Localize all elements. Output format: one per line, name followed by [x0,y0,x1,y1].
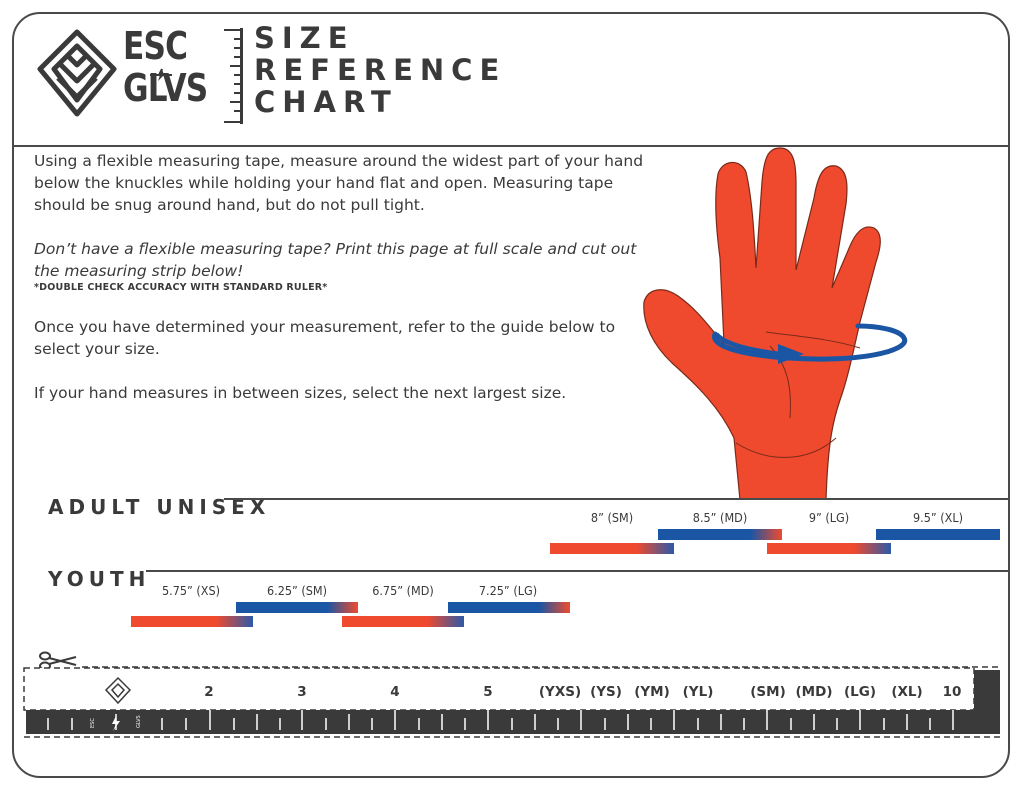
ruler-mark-3: 3 [297,684,307,700]
esc-glvs-logo-icon [37,29,117,117]
hand-illustration [643,147,908,500]
youth-size-xs-bar [131,616,253,627]
ruler-mark-lg: (LG) [843,684,877,700]
brand-line-1: ESC [123,24,188,68]
youth-size-lg-label: 7.25” (LG) [478,583,538,598]
youth-size-lg-bar [448,602,570,613]
ruler-mark-md: (MD) [795,684,833,700]
title-line-3: CHART [254,85,398,119]
page-title: SIZE REFERENCE CHART [254,22,506,118]
adult-divider [224,498,1010,500]
ruler-mark-xl: (XL) [891,684,923,700]
ruler-mark-sm: (SM) [750,684,786,700]
header-divider [14,145,1008,147]
strip-brand-line-2: GLVS [136,715,142,728]
ruler-mark-ys: (YS) [590,684,622,700]
instruction-note: *DOUBLE CHECK ACCURACY WITH STANDARD RUL… [34,282,328,293]
youth-size-sm-bar [236,602,358,613]
title-line-2: REFERENCE [254,53,507,87]
youth-size-md-bar [342,616,464,627]
youth-divider [146,570,1010,572]
ruler-mark-yl: (YL) [682,684,714,700]
strip-brand-line-1: ESC [90,718,96,728]
title-line-1: SIZE [254,21,355,55]
adult-size-md-bar [658,529,782,540]
adult-size-xl-label: 9.5” (XL) [912,510,964,525]
measuring-strip: ESC GLVS [23,666,1000,738]
instruction-print: Don’t have a flexible measuring tape? Pr… [34,240,637,280]
bolt-icon [150,68,172,81]
instruction-measure: Using a flexible measuring tape, measure… [34,152,644,214]
adult-size-sm-label: 8” (SM) [590,510,634,525]
adult-size-lg-label: 9” (LG) [808,510,850,525]
ruler-mark-10: 10 [942,684,962,700]
youth-size-sm-label: 6.25” (SM) [266,583,328,598]
ruler-icon [224,28,243,124]
youth-section-title: YOUTH [48,567,151,591]
youth-size-xs-label: 5.75” (XS) [161,583,221,598]
ruler-mark-ym: (YM) [634,684,670,700]
adult-size-md-label: 8.5” (MD) [692,510,748,525]
instructions: Using a flexible measuring tape, measure… [34,150,654,426]
brand-wordmark: ESC GLVS [123,24,208,110]
ruler-mark-2: 2 [204,684,214,700]
strip-logo-icon [104,676,132,705]
adult-size-lg-bar [767,543,891,554]
instruction-guide: Once you have determined your measuremen… [34,318,616,358]
size-chart-card [12,12,1010,778]
ruler-mark-4: 4 [390,684,400,700]
ruler-mark-5: 5 [483,684,493,700]
instruction-between: If your hand measures in between sizes, … [34,384,567,402]
youth-size-md-label: 6.75” (MD) [372,583,434,598]
adult-size-xl-bar [876,529,1000,540]
adult-size-sm-bar [550,543,674,554]
ruler-mark-yxs: (YXS) [538,684,582,700]
strip-bolt-icon [112,716,120,731]
